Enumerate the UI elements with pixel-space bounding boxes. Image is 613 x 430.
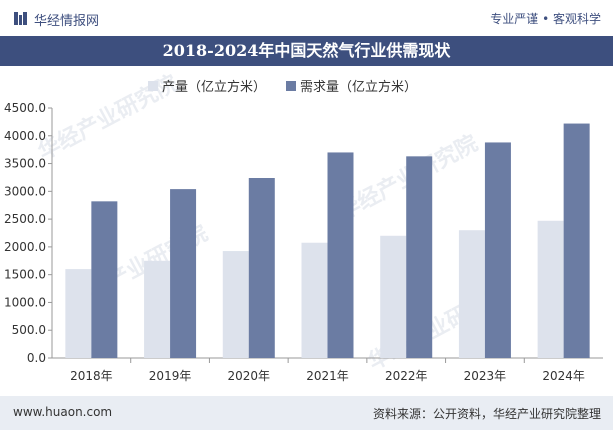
y-tick-label: 3000.0 xyxy=(4,184,46,198)
y-tick-label: 3500.0 xyxy=(4,157,46,171)
bar-production xyxy=(301,242,328,358)
x-tick-label: 2019年 xyxy=(149,369,192,383)
y-tick-label: 2500.0 xyxy=(4,212,46,226)
x-tick-label: 2023年 xyxy=(464,369,507,383)
title-bar: 2018-2024年中国天然气行业供需现状 xyxy=(0,36,613,66)
legend-swatch xyxy=(286,81,296,91)
tagline: 专业严谨 • 客观科学 xyxy=(490,12,601,26)
bar-production xyxy=(144,260,171,358)
y-tick-label: 1000.0 xyxy=(4,295,46,309)
logo-icon xyxy=(14,12,27,25)
legend-swatch xyxy=(148,81,158,91)
bar-production xyxy=(65,269,92,358)
x-tick-label: 2018年 xyxy=(70,369,113,383)
bar-demand xyxy=(484,142,511,358)
x-tick-label: 2024年 xyxy=(542,369,585,383)
bar-demand xyxy=(406,156,433,358)
x-tick-label: 2022年 xyxy=(385,369,428,383)
bar-demand xyxy=(91,201,118,358)
legend-label: 需求量（亿立方米） xyxy=(300,79,417,95)
y-tick-label: 0.0 xyxy=(27,351,46,365)
bar-chart: 产量（亿立方米） 需求量（亿立方米） 0.0 500.0 1000.0 1500.0 200… xyxy=(4,79,603,383)
bar-demand xyxy=(248,178,275,358)
site-url[interactable]: www.huaon.com xyxy=(13,405,113,419)
source-note: 资料来源：公开资料，华经产业研究院整理 xyxy=(372,407,601,421)
header-bar: 华经情报网 专业严谨 • 客观科学 xyxy=(0,0,613,36)
y-tick-label: 4500.0 xyxy=(4,101,46,115)
bar-demand xyxy=(170,189,197,358)
x-tick-label: 2021年 xyxy=(306,369,349,383)
brand-name[interactable]: 华经情报网 xyxy=(34,14,100,29)
bar-production xyxy=(380,235,407,358)
x-tick-label: 2020年 xyxy=(228,369,271,383)
y-tick-label: 1500.0 xyxy=(4,268,46,282)
bar-production xyxy=(222,251,249,358)
footer-bar: www.huaon.com 资料来源：公开资料，华经产业研究院整理 xyxy=(0,396,613,430)
y-tick-label: 500.0 xyxy=(12,323,46,337)
chart-title: 2018-2024年中国天然气行业供需现状 xyxy=(162,41,451,60)
bar-production xyxy=(458,230,485,358)
y-tick-label: 2000.0 xyxy=(4,240,46,254)
bar-production xyxy=(537,220,564,358)
y-tick-label: 4000.0 xyxy=(4,129,46,143)
legend-label: 产量（亿立方米） xyxy=(162,79,266,95)
bar-demand xyxy=(327,152,354,358)
bar-demand xyxy=(563,123,590,358)
